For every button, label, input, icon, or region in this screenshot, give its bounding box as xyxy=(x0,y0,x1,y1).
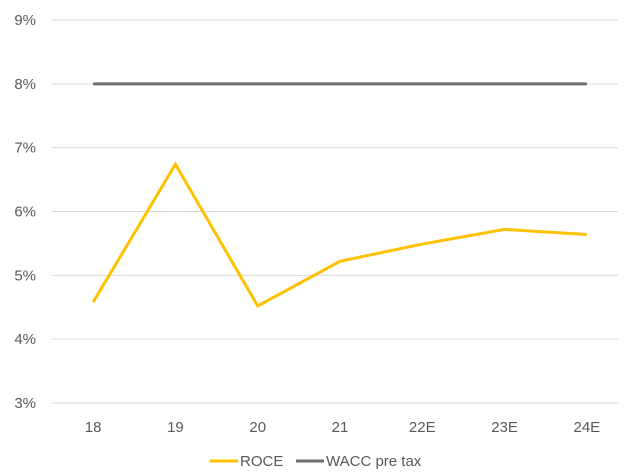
legend-label: WACC pre tax xyxy=(326,453,422,470)
y-tick-label: 4% xyxy=(14,331,36,348)
y-axis-tick-labels: 3% 4% 5% 6% 7% 8% 9% xyxy=(14,12,36,412)
x-tick-label: 23E xyxy=(491,419,518,436)
x-axis-tick-labels: 18 19 20 21 22E 23E 24E xyxy=(85,419,600,436)
y-tick-label: 5% xyxy=(14,267,36,284)
gridlines xyxy=(52,19,618,404)
y-tick-label: 9% xyxy=(14,12,36,29)
y-tick-label: 7% xyxy=(14,140,36,157)
x-tick-label: 24E xyxy=(574,419,601,436)
x-tick-label: 19 xyxy=(167,419,184,436)
series-line-roce xyxy=(91,161,587,308)
x-tick-label: 20 xyxy=(249,419,266,436)
x-tick-label: 22E xyxy=(409,419,436,436)
y-tick-label: 3% xyxy=(14,395,36,412)
y-tick-label: 6% xyxy=(14,204,36,221)
legend-label: ROCE xyxy=(240,453,283,470)
x-tick-label: 18 xyxy=(85,419,102,436)
legend: ROCE WACC pre tax xyxy=(210,453,422,470)
series-lines xyxy=(91,82,587,308)
y-tick-label: 8% xyxy=(14,76,36,93)
x-tick-label: 21 xyxy=(332,419,349,436)
